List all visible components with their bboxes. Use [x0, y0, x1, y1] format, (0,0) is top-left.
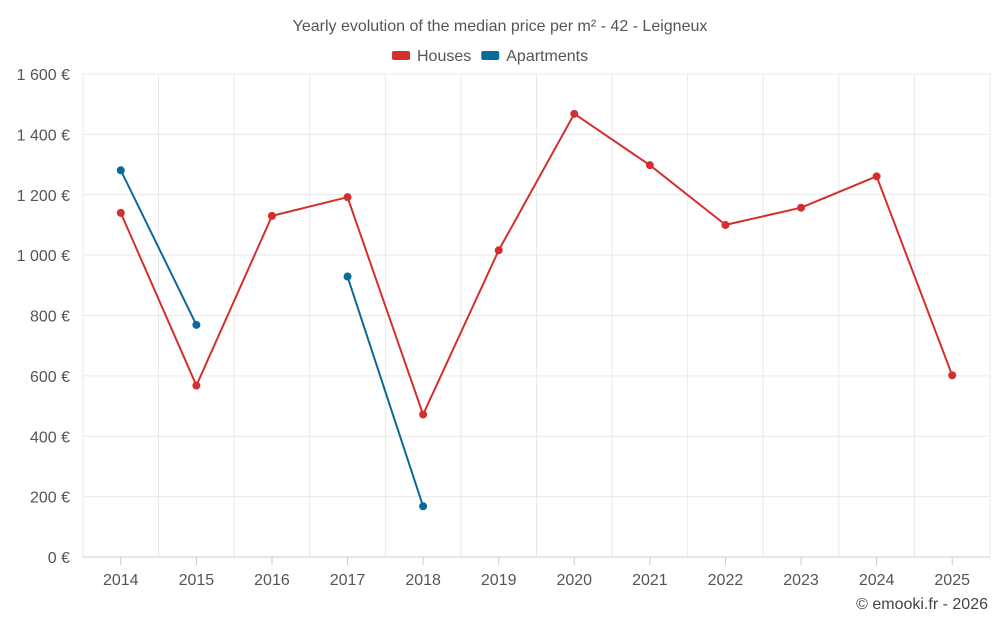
y-tick-label: 800 € — [30, 309, 70, 326]
axes: 0 € 200 € 400 € 600 € 800 € 1 000 € 1 200 € 1 4… — [17, 67, 990, 589]
houses-data-point[interactable] — [570, 109, 579, 118]
houses-data-point[interactable] — [797, 203, 806, 212]
legend[interactable]: Houses Apartments — [392, 48, 588, 65]
apartments-data-point[interactable] — [192, 320, 201, 329]
legend-item-houses[interactable]: Houses — [392, 48, 471, 65]
apartments-series-line — [119, 169, 198, 326]
houses-data-point[interactable] — [419, 410, 428, 419]
y-tick-label: 0 € — [48, 550, 70, 567]
houses-data-point[interactable] — [645, 161, 654, 170]
x-tick-label: 2017 — [330, 572, 366, 589]
houses-data-point[interactable] — [192, 381, 201, 390]
y-tick-label: 1 600 € — [17, 67, 70, 84]
x-tick-label: 2015 — [179, 572, 215, 589]
houses-data-point[interactable] — [721, 220, 730, 229]
x-tick-label: 2019 — [481, 572, 517, 589]
houses-data-point[interactable] — [494, 246, 503, 255]
apartments-data-point[interactable] — [116, 166, 125, 175]
legend-swatch-apartments — [481, 51, 500, 60]
houses-data-point[interactable] — [948, 371, 957, 380]
y-tick-label: 200 € — [30, 490, 70, 507]
apartments-data-point[interactable] — [419, 502, 428, 511]
chart-title: Yearly evolution of the median price per… — [293, 18, 708, 35]
y-tick-label: 1 000 € — [17, 248, 70, 265]
legend-label-apartments: Apartments — [506, 48, 588, 65]
x-tick-label: 2018 — [405, 572, 441, 589]
series-lines — [119, 112, 954, 507]
houses-data-point[interactable] — [343, 193, 352, 202]
legend-label-houses: Houses — [417, 48, 471, 65]
legend-swatch-houses — [392, 51, 410, 60]
houses-data-point[interactable] — [267, 211, 276, 220]
apartments-data-point[interactable] — [343, 272, 352, 281]
x-tick-label: 2022 — [708, 572, 744, 589]
x-tick-label: 2016 — [254, 572, 290, 589]
houses-data-point[interactable] — [116, 208, 125, 217]
x-tick-label: 2014 — [103, 572, 139, 589]
apartments-series-line — [346, 276, 425, 507]
houses-data-point[interactable] — [872, 172, 881, 181]
credit-text: © emooki.fr - 2026 — [856, 596, 988, 613]
data-points — [116, 109, 957, 511]
x-tick-label: 2021 — [632, 572, 668, 589]
y-tick-label: 1 200 € — [17, 188, 70, 205]
x-tick-label: 2025 — [934, 572, 970, 589]
grid-lines — [82, 73, 991, 557]
y-tick-label: 1 400 € — [17, 127, 70, 144]
x-tick-label: 2024 — [859, 572, 895, 589]
y-tick-label: 400 € — [30, 429, 70, 446]
legend-item-apartments[interactable]: Apartments — [481, 48, 588, 65]
houses-series-line — [119, 112, 954, 416]
y-tick-label: 600 € — [30, 369, 70, 386]
x-tick-label: 2020 — [556, 572, 592, 589]
x-tick-label: 2023 — [783, 572, 819, 589]
